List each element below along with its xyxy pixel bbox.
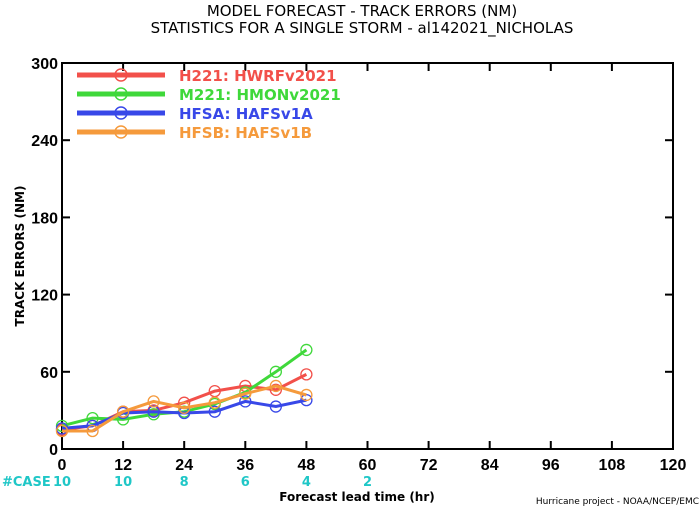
data-point: [269, 383, 283, 396]
legend-label: M221: HMONv2021: [179, 86, 341, 104]
x-tick-label: 24: [175, 457, 193, 474]
data-point: [300, 388, 313, 402]
series-line: [62, 384, 307, 433]
y-axis-ticks: 0 60 120 180 240 300: [31, 56, 673, 459]
legend-swatch-marker: [114, 106, 128, 120]
x-tick-label: 48: [298, 457, 316, 474]
x-tick-label: 120: [660, 457, 687, 474]
y-tick-label: 120: [31, 288, 58, 305]
legend-label: H221: HWRFv2021: [179, 67, 337, 85]
data-point: [86, 424, 99, 438]
y-axis-label: TRACK ERRORS (NM): [13, 186, 27, 327]
data-point: [116, 405, 130, 418]
data-point: [269, 379, 283, 393]
data-point: [178, 401, 191, 414]
data-point: [147, 395, 160, 408]
data-point: [300, 343, 313, 357]
legend-swatch-marker: [114, 125, 128, 139]
case-count: 2: [363, 475, 372, 490]
case-count: 4: [302, 475, 311, 490]
case-count: 10: [114, 475, 132, 490]
series-line: [61, 398, 307, 430]
series-lines: [55, 343, 313, 438]
legend-swatch-marker: [114, 87, 128, 101]
x-tick-label: 60: [359, 457, 377, 474]
credit-text: Hurricane project - NOAA/NCEP/EMC: [536, 497, 699, 506]
data-point: [269, 400, 283, 413]
plot-frame: [61, 62, 674, 450]
x-axis-label: Forecast lead time (hr): [279, 490, 435, 504]
data-point: [239, 387, 252, 400]
case-count: 10: [53, 475, 71, 490]
y-tick-label: 300: [31, 56, 58, 73]
series-3: [55, 379, 313, 438]
y-tick-label: 0: [49, 442, 58, 459]
x-tick-label: 84: [481, 457, 499, 474]
legend-swatch-marker: [114, 68, 128, 82]
x-tick-label: 108: [599, 457, 626, 474]
data-point: [239, 395, 252, 408]
y-tick-label: 240: [31, 133, 58, 150]
case-label: #CASE: [2, 475, 51, 490]
data-point: [300, 368, 313, 381]
chart-subtitle: STATISTICS FOR A SINGLE STORM - al142021…: [151, 19, 574, 38]
x-tick-label: 72: [420, 457, 438, 474]
x-tick-label: 0: [58, 457, 67, 474]
legend-label: HFSB: HAFSv1B: [179, 124, 312, 142]
data-point: [208, 396, 221, 409]
case-count: 6: [241, 475, 250, 490]
data-point: [269, 365, 283, 378]
y-tick-label: 180: [31, 210, 58, 227]
case-count: 8: [180, 475, 189, 490]
data-point: [208, 405, 221, 418]
x-tick-label: 12: [114, 457, 132, 474]
chart-title: MODEL FORECAST - TRACK ERRORS (NM): [207, 2, 517, 20]
x-tick-label: 36: [236, 457, 254, 474]
case-counts: 10 10 8 6 4 2: [53, 475, 372, 490]
data-point: [55, 424, 69, 438]
x-tick-label: 96: [542, 457, 560, 474]
data-point: [147, 405, 160, 418]
legend-label: HFSA: HAFSv1A: [179, 105, 313, 123]
x-axis-ticks: 0 12 24 36 48 60 72 84 96 108 120: [58, 63, 687, 474]
data-point: [86, 411, 99, 425]
y-tick-label: 60: [40, 365, 58, 382]
